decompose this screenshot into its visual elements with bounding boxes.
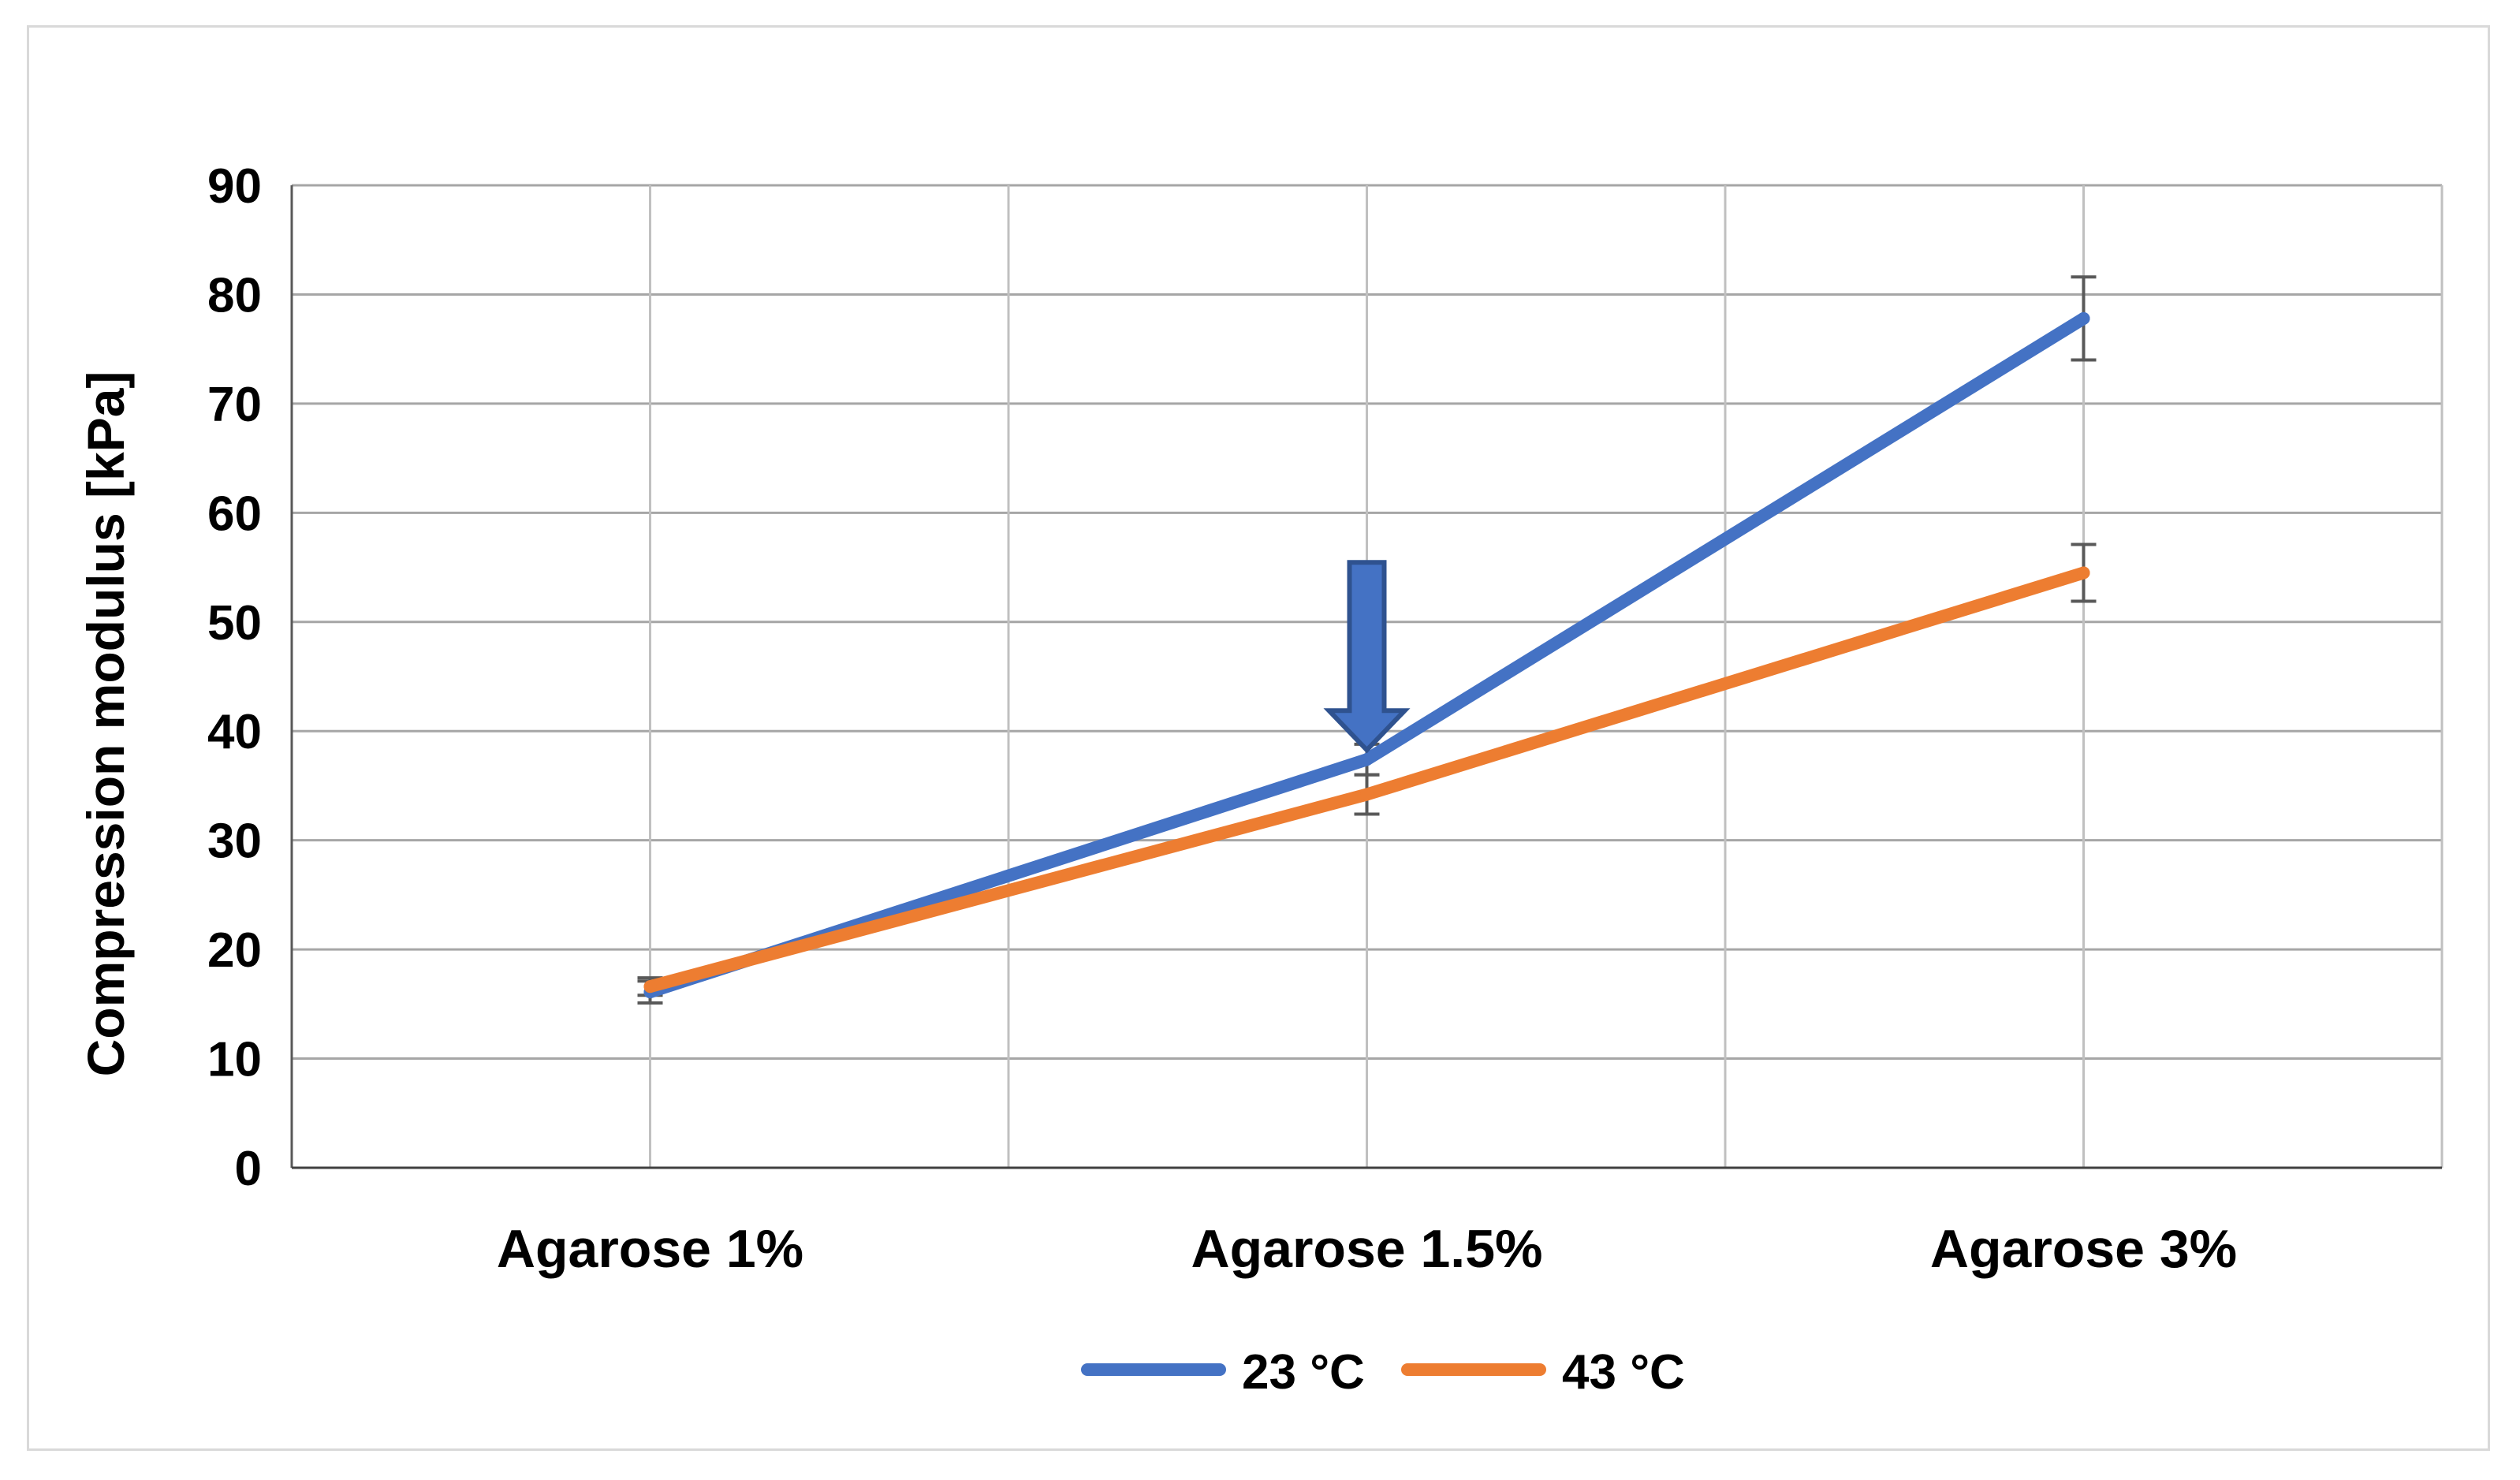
- legend-label: 43 °C: [1562, 1345, 1685, 1400]
- y-tick-label: 40: [207, 705, 262, 759]
- y-tick-label: 10: [207, 1033, 262, 1087]
- legend: 23 °C 43 °C: [1081, 1345, 1685, 1400]
- x-tick-label: Agarose 3%: [1930, 1219, 2237, 1279]
- y-tick-label: 90: [207, 159, 262, 214]
- y-tick-label: 0: [235, 1142, 262, 1196]
- y-tick-label: 30: [207, 815, 262, 869]
- line-chart: 0 10 20 30 40 50 60 70 80 90 Agarose 1% Agarose 1.5…: [76, 159, 2444, 1400]
- legend-label: 23 °C: [1242, 1345, 1365, 1400]
- data-point: [1360, 788, 1374, 801]
- x-tick-label: Agarose 1%: [497, 1219, 803, 1279]
- annotations: [1323, 560, 1411, 754]
- data-point: [643, 980, 657, 994]
- legend-entry: 23 °C: [1081, 1345, 1365, 1400]
- down-arrow-icon: [1323, 560, 1411, 754]
- chart-frame: 0 10 20 30 40 50 60 70 80 90 Agarose 1% Agarose 1.5…: [27, 25, 2490, 1451]
- axes: [290, 185, 2442, 1169]
- data-point: [2077, 311, 2090, 325]
- y-tick-label: 20: [207, 923, 262, 978]
- y-tick-label: 60: [207, 486, 262, 541]
- data-point: [1360, 753, 1374, 766]
- legend-entry: 43 °C: [1401, 1345, 1685, 1400]
- y-tick-label: 70: [207, 378, 262, 432]
- x-tick-label: Agarose 1.5%: [1191, 1219, 1543, 1279]
- y-axis-title: Compression modulus [kPa]: [76, 371, 135, 1077]
- labels: 0 10 20 30 40 50 60 70 80 90 Agarose 1% Agarose 1.5…: [76, 159, 2237, 1279]
- data-point: [2077, 566, 2090, 580]
- y-tick-label: 80: [207, 268, 262, 322]
- y-tick-label: 50: [207, 596, 262, 651]
